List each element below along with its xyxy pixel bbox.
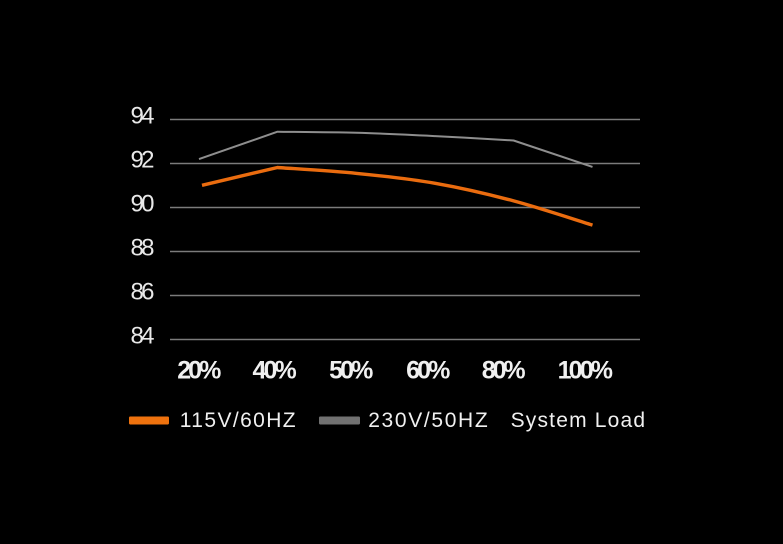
svg-text:100%: 100% <box>558 357 613 385</box>
svg-text:115V/60HZ: 115V/60HZ <box>180 409 296 432</box>
svg-text:50%: 50% <box>329 357 373 385</box>
svg-text:40%: 40% <box>253 357 297 385</box>
svg-text:92: 92 <box>131 147 155 174</box>
svg-text:94: 94 <box>131 103 155 130</box>
svg-text:80%: 80% <box>482 357 526 385</box>
svg-text:230V/50HZ: 230V/50HZ <box>368 409 488 432</box>
svg-text:88: 88 <box>131 235 155 262</box>
svg-text:System Load: System Load <box>511 409 645 432</box>
svg-text:84: 84 <box>131 323 155 350</box>
svg-text:60%: 60% <box>406 357 450 385</box>
svg-text:90: 90 <box>131 191 155 218</box>
svg-text:20%: 20% <box>177 357 221 385</box>
svg-text:86: 86 <box>131 279 155 306</box>
